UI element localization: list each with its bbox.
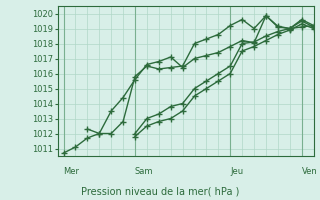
Text: Mer: Mer <box>64 167 80 176</box>
Text: Jeu: Jeu <box>230 167 244 176</box>
Text: Ven: Ven <box>302 167 317 176</box>
Text: Sam: Sam <box>135 167 154 176</box>
Text: Pression niveau de la mer( hPa ): Pression niveau de la mer( hPa ) <box>81 186 239 196</box>
